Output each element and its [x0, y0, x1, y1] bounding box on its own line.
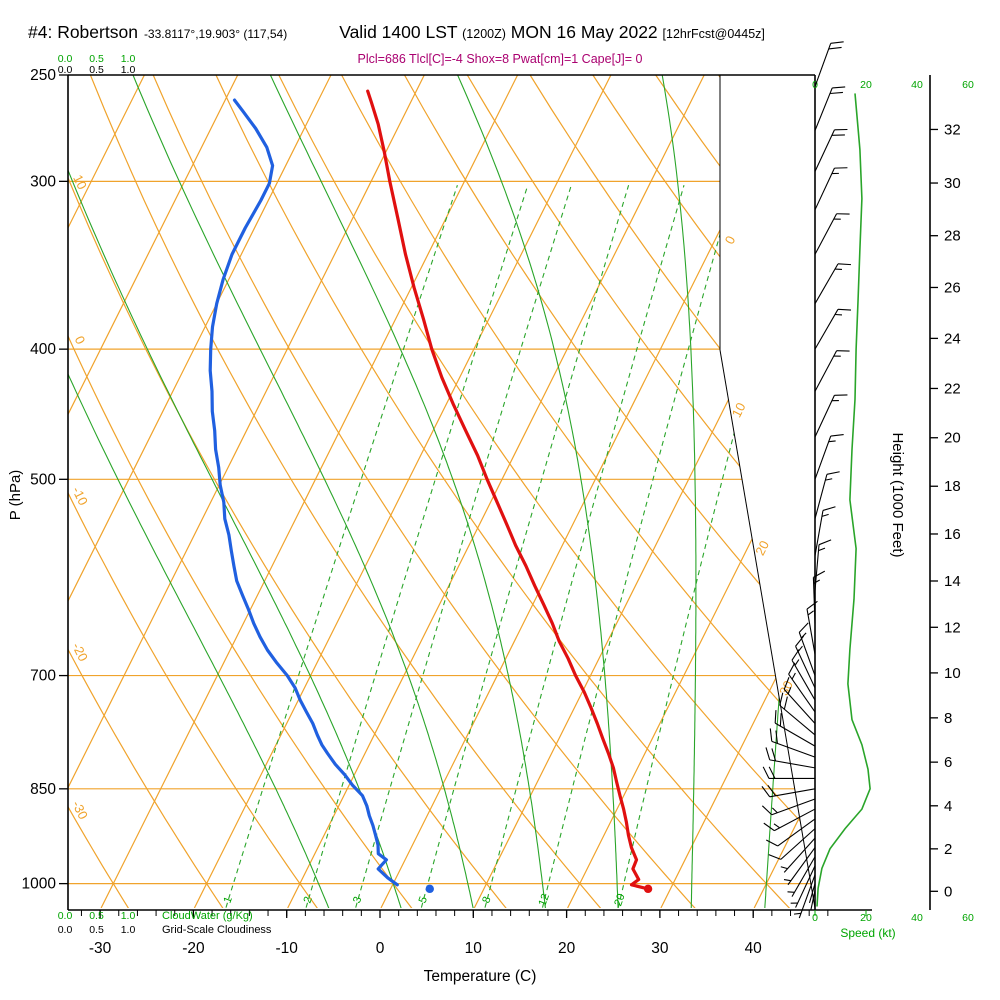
valid-date: MON 16 May 2022 [510, 22, 658, 42]
valid-label: Valid 1400 LST [339, 22, 458, 42]
svg-text:8: 8 [944, 710, 952, 727]
svg-text:1000: 1000 [22, 876, 57, 893]
svg-text:40: 40 [745, 940, 763, 957]
wind-speed-curve [816, 93, 871, 907]
svg-text:4: 4 [944, 798, 952, 815]
svg-text:26: 26 [944, 279, 961, 296]
svg-text:0.5: 0.5 [89, 924, 104, 936]
svg-text:10: 10 [70, 172, 90, 192]
svg-text:-10: -10 [275, 940, 298, 957]
svg-text:-30: -30 [69, 798, 91, 821]
svg-text:8: 8 [480, 895, 493, 905]
svg-text:CloudWater (g/Kg): CloudWater (g/Kg) [162, 910, 253, 922]
svg-text:20: 20 [752, 538, 772, 558]
svg-text:18: 18 [944, 478, 961, 495]
svg-text:Height (1000 Feet): Height (1000 Feet) [889, 432, 906, 557]
svg-text:-20: -20 [69, 640, 91, 663]
valid-time: Valid 1400 LST (1200Z) MON 16 May 2022 [… [339, 22, 765, 43]
svg-text:40: 40 [911, 79, 923, 91]
svg-text:12: 12 [537, 892, 552, 908]
svg-text:0.5: 0.5 [89, 53, 104, 65]
svg-text:60: 60 [962, 912, 974, 924]
svg-text:6: 6 [944, 754, 952, 771]
svg-text:Speed (kt): Speed (kt) [840, 926, 895, 940]
svg-text:0.0: 0.0 [58, 910, 73, 922]
surface-dewpoint-dot [425, 884, 434, 894]
svg-text:0.0: 0.0 [58, 924, 73, 936]
valid-zulu: (1200Z) [462, 27, 506, 41]
svg-text:20: 20 [612, 892, 627, 908]
svg-text:0.0: 0.0 [58, 64, 73, 76]
svg-text:22: 22 [944, 380, 961, 397]
forecast-tag: [12hrFcst@0445z] [662, 27, 765, 41]
svg-text:24: 24 [944, 330, 961, 347]
svg-text:10: 10 [729, 400, 749, 420]
svg-text:1.0: 1.0 [121, 910, 136, 922]
svg-text:10: 10 [944, 665, 961, 682]
svg-text:0.5: 0.5 [89, 64, 104, 76]
svg-text:30: 30 [651, 940, 669, 957]
svg-text:0: 0 [72, 333, 89, 346]
svg-text:Temperature (C): Temperature (C) [424, 968, 537, 985]
svg-text:3: 3 [351, 895, 364, 905]
svg-text:30: 30 [944, 175, 961, 192]
svg-text:60: 60 [962, 79, 974, 91]
station-coords: -33.8117°,19.903° (117,54) [143, 27, 288, 41]
svg-text:32: 32 [944, 121, 961, 138]
svg-text:500: 500 [30, 471, 56, 488]
svg-text:5: 5 [417, 895, 430, 905]
dewpoint-curve [208, 98, 399, 887]
svg-text:20: 20 [558, 940, 576, 957]
svg-text:30: 30 [776, 678, 796, 698]
svg-text:1.0: 1.0 [121, 924, 136, 936]
sounding-profiles [208, 89, 653, 894]
svg-text:10: 10 [465, 940, 483, 957]
svg-text:16: 16 [944, 526, 961, 543]
svg-text:0: 0 [944, 883, 952, 900]
svg-text:700: 700 [30, 668, 56, 685]
surface-temperature-dot [643, 884, 653, 894]
svg-text:1: 1 [221, 895, 234, 905]
wind-barbs [761, 41, 852, 919]
station-title: #4: Robertson [28, 22, 138, 42]
svg-text:14: 14 [944, 573, 961, 590]
svg-text:0.5: 0.5 [89, 910, 104, 922]
svg-text:40: 40 [911, 912, 923, 924]
title-row: #4: Robertson -33.8117°,19.903° (117,54)… [28, 22, 988, 43]
svg-text:250: 250 [30, 67, 56, 84]
svg-text:-20: -20 [182, 940, 205, 957]
svg-text:1.0: 1.0 [121, 64, 136, 76]
svg-text:400: 400 [30, 341, 56, 358]
svg-text:12: 12 [944, 619, 961, 636]
svg-text:20: 20 [860, 79, 872, 91]
svg-text:-30: -30 [89, 940, 112, 957]
skewt-grid [68, 75, 815, 908]
svg-text:1.0: 1.0 [121, 53, 136, 65]
svg-text:0: 0 [722, 233, 739, 246]
svg-text:2: 2 [944, 841, 952, 858]
svg-text:300: 300 [30, 173, 56, 190]
parameter-line: Plcl=686 Tlcl[C]=-4 Shox=8 Pwat[cm]=1 Ca… [357, 52, 643, 66]
svg-text:2: 2 [301, 895, 314, 905]
svg-text:Grid-Scale Cloudiness: Grid-Scale Cloudiness [162, 924, 272, 936]
svg-text:0.0: 0.0 [58, 53, 73, 65]
svg-text:0: 0 [376, 940, 385, 957]
svg-text:0: 0 [812, 912, 818, 924]
svg-text:P (hPa): P (hPa) [7, 470, 24, 521]
svg-text:20: 20 [944, 430, 961, 447]
temperature-curve [366, 89, 650, 891]
svg-text:850: 850 [30, 781, 56, 798]
svg-text:28: 28 [944, 228, 961, 245]
svg-text:-10: -10 [69, 484, 91, 507]
svg-text:20: 20 [860, 912, 872, 924]
